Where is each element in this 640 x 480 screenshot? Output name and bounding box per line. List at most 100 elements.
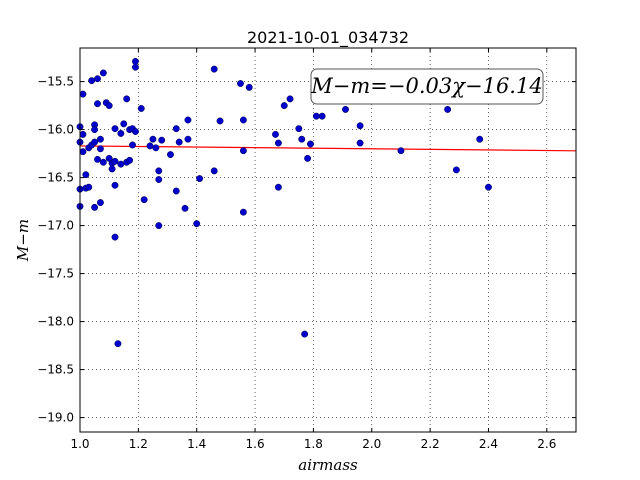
x-tick-label: 2.0 xyxy=(362,437,381,451)
data-point xyxy=(79,90,87,98)
x-tick-label: 1.4 xyxy=(187,437,206,451)
data-point xyxy=(79,148,87,156)
y-tick-label: −17.0 xyxy=(37,219,74,233)
grid-layer xyxy=(79,48,576,432)
data-point xyxy=(131,128,139,135)
y-axis-label: M−m xyxy=(14,219,32,262)
data-point xyxy=(175,138,183,146)
data-point xyxy=(111,233,119,241)
data-point xyxy=(245,83,253,91)
data-point xyxy=(111,125,119,133)
data-point xyxy=(85,183,93,191)
data-point xyxy=(342,105,349,113)
data-point xyxy=(210,167,218,175)
data-point xyxy=(166,151,174,159)
plot-frame xyxy=(79,47,577,433)
data-point xyxy=(96,135,104,143)
data-point xyxy=(312,112,320,120)
data-point xyxy=(210,65,218,73)
data-point xyxy=(304,154,312,162)
y-tick-label: −17.5 xyxy=(37,267,74,281)
data-point xyxy=(99,158,107,166)
data-point xyxy=(172,187,180,195)
y-tick-label: −16.0 xyxy=(37,123,74,137)
data-point xyxy=(123,95,131,103)
data-point xyxy=(129,141,136,149)
x-tick-label: 2.4 xyxy=(479,437,498,451)
y-tick-label: −16.5 xyxy=(37,171,74,185)
data-point xyxy=(114,340,122,348)
data-point xyxy=(91,203,99,211)
data-point xyxy=(286,95,294,103)
data-point xyxy=(111,157,119,165)
fit-line xyxy=(79,145,577,152)
data-point xyxy=(485,183,492,191)
data-point xyxy=(94,155,101,163)
data-point xyxy=(91,126,99,134)
y-tick-label: −18.5 xyxy=(37,363,74,377)
data-point xyxy=(158,136,166,144)
x-axis-label: airmass xyxy=(298,456,358,474)
data-point xyxy=(149,135,157,143)
data-point xyxy=(105,102,113,110)
data-point xyxy=(155,167,163,175)
data-point xyxy=(318,112,326,120)
data-point xyxy=(298,135,306,143)
equation-annotation-box xyxy=(310,68,544,105)
y-tick-label: −19.0 xyxy=(37,411,74,425)
x-tick-label: 1.0 xyxy=(70,437,89,451)
y-tick-label: −15.5 xyxy=(37,75,74,89)
data-point xyxy=(155,222,163,230)
x-tick-label: 1.6 xyxy=(246,437,265,451)
data-point xyxy=(280,102,288,110)
data-point xyxy=(181,204,189,212)
equation-annotation: M−m=−0.03χ−16.14 xyxy=(310,68,544,105)
data-point xyxy=(152,144,160,152)
equation-annotation-text: M−m=−0.03χ−16.14 xyxy=(310,74,542,98)
ticks-layer: 1.0 1.2 1.4 1.6 1.8 2.0 2.2 2.4 2.6 −15.5 −16.0 −16… xyxy=(37,48,576,451)
data-point xyxy=(356,122,364,130)
data-point xyxy=(307,140,314,148)
fit-line-layer xyxy=(79,145,577,152)
data-point xyxy=(155,176,163,183)
data-point xyxy=(172,125,180,133)
data-point xyxy=(99,69,107,77)
data-point xyxy=(476,135,484,143)
data-point xyxy=(137,105,145,112)
data-point xyxy=(94,75,101,83)
data-point xyxy=(111,181,119,189)
chart-title: 2021-10-01_034732 xyxy=(247,28,409,48)
data-point xyxy=(452,166,460,174)
data-point xyxy=(301,330,309,338)
data-point xyxy=(126,156,134,164)
data-point xyxy=(239,116,247,124)
x-tick-label: 1.2 xyxy=(129,437,148,451)
data-point xyxy=(108,165,116,173)
data-point xyxy=(274,183,282,191)
data-point xyxy=(184,116,192,124)
data-point xyxy=(94,100,101,108)
data-point xyxy=(184,135,192,143)
data-point xyxy=(117,129,125,137)
data-point xyxy=(239,147,247,155)
x-tick-label: 2.6 xyxy=(537,437,556,451)
data-point xyxy=(295,125,303,133)
data-point xyxy=(117,160,125,168)
data-point xyxy=(239,208,247,216)
x-tick-label: 1.8 xyxy=(304,437,323,451)
data-point xyxy=(131,57,139,65)
x-tick-label: 2.2 xyxy=(421,437,440,451)
data-point xyxy=(91,138,99,146)
data-point xyxy=(193,220,201,228)
data-point xyxy=(274,139,282,147)
data-point xyxy=(96,199,104,207)
data-point xyxy=(216,117,224,125)
data-point xyxy=(120,120,128,128)
data-points-layer xyxy=(76,57,492,348)
data-point xyxy=(196,175,204,183)
data-point xyxy=(131,63,139,71)
data-point xyxy=(88,77,96,85)
data-point xyxy=(444,105,452,113)
data-point xyxy=(397,147,405,155)
data-point xyxy=(82,171,90,179)
